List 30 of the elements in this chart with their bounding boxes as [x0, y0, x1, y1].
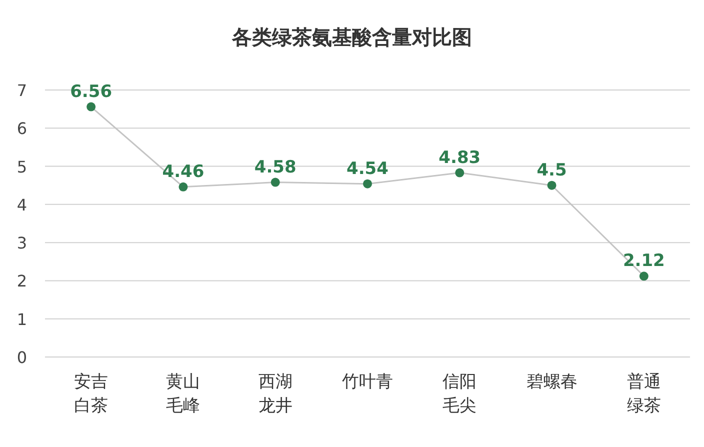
y-tick-label: 7 [16, 81, 27, 100]
y-tick-label: 2 [16, 272, 27, 291]
point [547, 180, 556, 190]
point [86, 102, 96, 112]
y-tick-label: 1 [16, 310, 27, 329]
y-tick-label: 5 [16, 157, 27, 176]
data-label: 4.5 [536, 160, 567, 180]
point [270, 178, 280, 187]
data-label: 4.46 [162, 162, 204, 182]
data-label: 2.12 [622, 251, 665, 272]
chart-title: 各类绿茶氨基酸含量对比图 [231, 25, 472, 49]
x-tick-label: 竹叶青 [342, 372, 393, 392]
data-label: 4.58 [254, 157, 296, 178]
y-tick-label: 3 [16, 234, 27, 253]
x-tick-label: 普通绿茶 [626, 372, 661, 416]
point [455, 168, 464, 178]
point [363, 179, 372, 188]
x-tick-label: 黄山毛峰 [166, 372, 200, 416]
x-tick-label: 碧螺春 [526, 372, 578, 392]
data-label: 4.54 [346, 158, 389, 179]
x-tick-label: 信阳毛尖 [442, 372, 477, 416]
x-tick-label: 安吉白茶 [74, 372, 108, 416]
y-tick-label: 0 [16, 348, 27, 367]
y-tick-label: 4 [16, 195, 27, 214]
data-label: 6.56 [70, 82, 112, 102]
y-tick-label: 6 [16, 119, 27, 138]
point [639, 272, 648, 281]
x-tick-label: 西湖龙井 [258, 372, 292, 416]
point [178, 182, 188, 192]
data-label: 4.83 [438, 148, 481, 168]
